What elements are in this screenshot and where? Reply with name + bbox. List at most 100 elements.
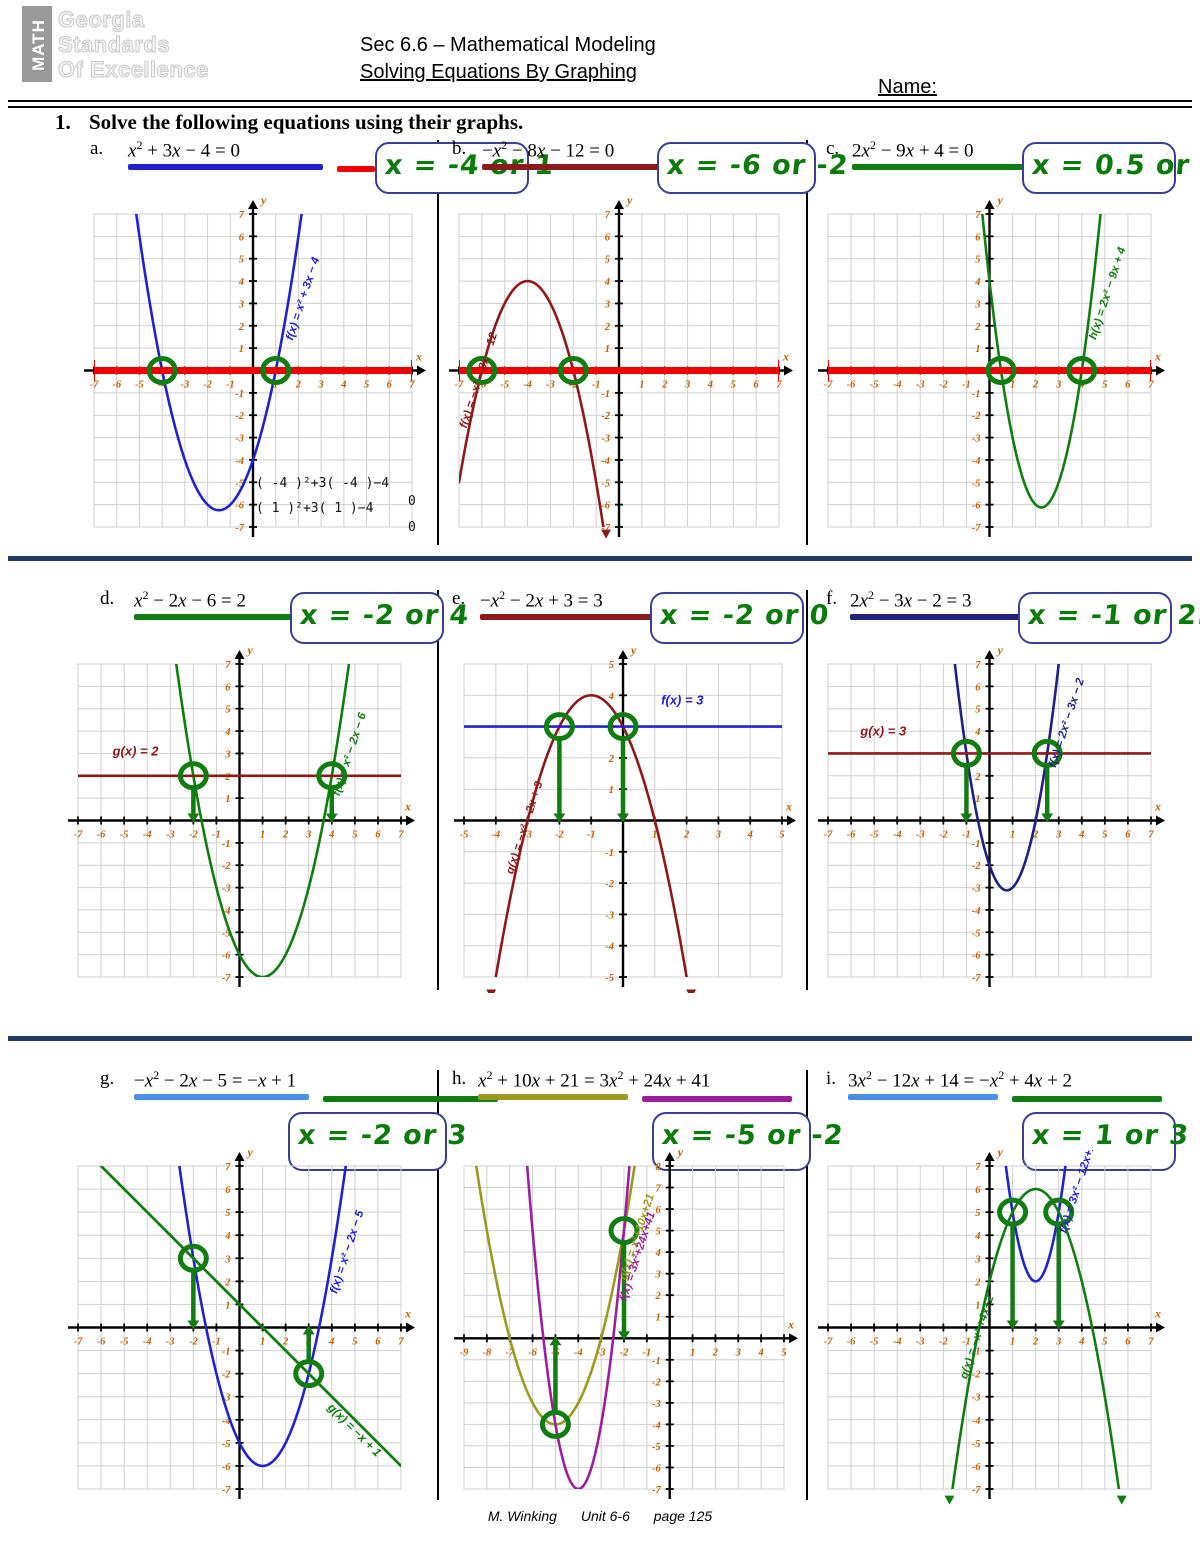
svg-text:4: 4	[1078, 830, 1084, 841]
svg-text:x: x	[1154, 350, 1161, 364]
svg-text:x: x	[1154, 800, 1161, 814]
svg-text:-3: -3	[972, 1393, 981, 1404]
question-1: 1. Solve the following equations using th…	[55, 110, 523, 135]
problem-equation-e: −x2 − 2x + 3 = 3	[480, 588, 603, 612]
svg-text:6: 6	[754, 380, 760, 391]
svg-text:f(x) = 2x² − 3x − 2: f(x) = 2x² − 3x − 2	[1047, 676, 1087, 769]
svg-text:5: 5	[655, 1227, 660, 1238]
svg-text:-6: -6	[601, 501, 610, 512]
svg-text:4: 4	[654, 1248, 660, 1259]
svg-text:-3: -3	[972, 884, 981, 895]
georgia-standards-logo: MATH Georgia Standards Of Excellence	[22, 4, 277, 84]
svg-text:4: 4	[608, 691, 614, 702]
svg-text:-1: -1	[212, 1337, 221, 1348]
answer-box-h[interactable]	[652, 1112, 811, 1171]
svg-text:5: 5	[605, 255, 610, 266]
svg-text:2: 2	[1032, 1337, 1039, 1348]
svg-text:1: 1	[239, 344, 244, 355]
svg-text:7: 7	[655, 1184, 661, 1195]
svg-text:-3: -3	[546, 380, 555, 391]
answer-box-g[interactable]	[288, 1112, 447, 1171]
svg-text:-6: -6	[477, 380, 486, 391]
svg-text:-7: -7	[652, 1485, 661, 1496]
svg-text:-2: -2	[972, 1370, 981, 1381]
graph-c: x y -7 -6 -5 -4 -3 -2 -1 1 2 3 4 5 6 7 -7 -6 -5 -4 -3 -2 -1 1 2 3…	[812, 198, 1167, 543]
svg-text:6: 6	[1125, 380, 1131, 391]
svg-text:-5: -5	[500, 380, 509, 391]
answer-box-d[interactable]	[290, 592, 444, 644]
column-divider	[437, 140, 439, 545]
svg-text:2: 2	[974, 1277, 981, 1288]
svg-text:-1: -1	[972, 1347, 981, 1358]
problem-label-c: c.	[826, 138, 840, 159]
svg-text:f(x) = 3x² − 12x+14: f(x) = 3x² − 12x+14	[1058, 1150, 1100, 1235]
svg-text:5: 5	[975, 1208, 980, 1219]
svg-text:-4: -4	[972, 906, 981, 917]
svg-text:6: 6	[975, 232, 981, 243]
answer-box-f[interactable]	[1018, 592, 1172, 644]
highlight-left-f	[850, 614, 1040, 620]
svg-text:5: 5	[352, 830, 357, 841]
svg-text:-5: -5	[222, 1439, 231, 1450]
svg-text:-6: -6	[847, 380, 856, 391]
svg-text:5: 5	[731, 380, 736, 391]
svg-text:3: 3	[318, 380, 324, 391]
svg-text:-5: -5	[235, 478, 244, 489]
svg-text:-2: -2	[189, 830, 198, 841]
svg-text:5: 5	[781, 1347, 786, 1358]
answer-box-b[interactable]	[657, 142, 816, 194]
svg-text:1: 1	[975, 344, 980, 355]
svg-text:-1: -1	[222, 1347, 231, 1358]
svg-text:-7: -7	[222, 1485, 231, 1496]
svg-text:5: 5	[364, 380, 369, 391]
answer-text-i: x = 1 or 3	[1030, 1120, 1191, 1151]
svg-text:5: 5	[779, 830, 784, 841]
svg-text:3: 3	[715, 830, 721, 841]
svg-text:-4: -4	[893, 830, 902, 841]
svg-text:2: 2	[608, 754, 615, 765]
svg-text:-3: -3	[523, 830, 532, 841]
svg-text:4: 4	[328, 830, 334, 841]
svg-text:5: 5	[239, 255, 244, 266]
svg-text:1: 1	[273, 380, 278, 391]
svg-text:-6: -6	[222, 1462, 231, 1473]
svg-text:4: 4	[340, 380, 346, 391]
svg-text:-5: -5	[972, 1439, 981, 1450]
column-divider	[437, 1070, 439, 1500]
svg-text:-5: -5	[222, 928, 231, 939]
svg-text:5: 5	[225, 705, 230, 716]
svg-text:3: 3	[974, 299, 980, 310]
svg-text:5: 5	[352, 1337, 357, 1348]
answer-box-e[interactable]	[650, 592, 804, 644]
svg-text:3: 3	[224, 1254, 230, 1265]
svg-text:-9: -9	[460, 1347, 469, 1358]
answer-box-c[interactable]	[1022, 142, 1176, 194]
svg-text:2: 2	[604, 322, 611, 333]
svg-text:6: 6	[387, 380, 393, 391]
svg-text:7: 7	[225, 660, 231, 671]
svg-text:-1: -1	[962, 380, 971, 391]
highlight-left-d	[134, 614, 319, 620]
svg-text:2: 2	[974, 772, 981, 783]
svg-text:5: 5	[975, 255, 980, 266]
logo-line-1: Georgia	[58, 7, 145, 33]
svg-text:-5: -5	[870, 380, 879, 391]
svg-text:3: 3	[238, 299, 244, 310]
svg-text:g(x) = 2: g(x) = 2	[112, 744, 160, 759]
svg-text:-3: -3	[652, 1399, 661, 1410]
svg-text:-2: -2	[939, 380, 948, 391]
svg-text:f(x) = 3: f(x) = 3	[661, 693, 704, 708]
problem-label-d: d.	[100, 588, 115, 609]
answer-box-i[interactable]	[1022, 1112, 1176, 1171]
svg-text:2: 2	[224, 1277, 231, 1288]
svg-text:-6: -6	[972, 951, 981, 962]
svg-text:1: 1	[655, 1313, 660, 1324]
svg-text:-4: -4	[652, 1420, 661, 1431]
svg-text:2: 2	[224, 772, 231, 783]
svg-text:5: 5	[609, 660, 614, 671]
problem-label-b: b.	[452, 138, 467, 159]
svg-text:-6: -6	[972, 501, 981, 512]
highlight-left-c	[852, 164, 1042, 170]
svg-text:3: 3	[224, 749, 230, 760]
svg-text:-2: -2	[222, 1370, 231, 1381]
